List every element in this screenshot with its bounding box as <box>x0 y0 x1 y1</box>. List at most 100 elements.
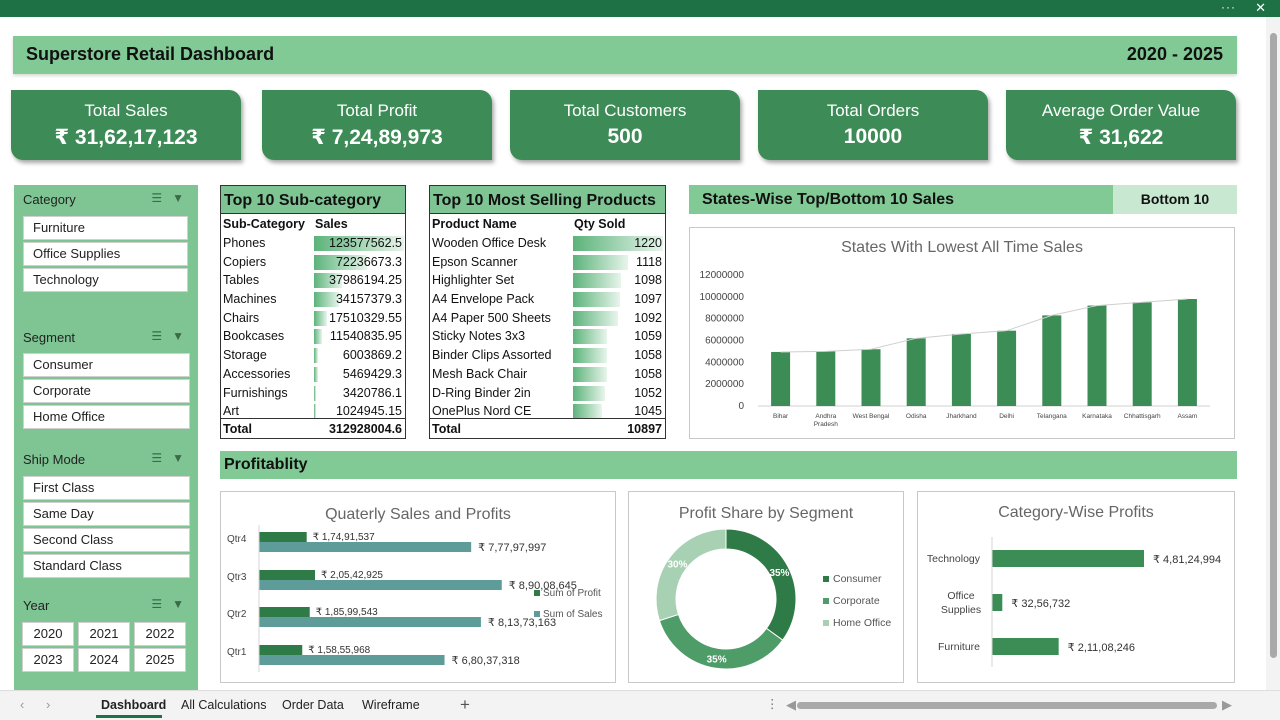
slicer-item-first-class[interactable]: First Class <box>23 476 190 500</box>
slicer-item-year-2024[interactable]: 2024 <box>78 648 130 672</box>
row-value: 1220 <box>634 236 662 250</box>
table-row: Bookcases 11540835.95 <box>221 327 405 346</box>
tab-all-calculations[interactable]: All Calculations <box>181 698 267 712</box>
column-header: Product Name <box>432 217 517 231</box>
multi-select-icon[interactable]: ☰ <box>151 191 163 205</box>
table-row: Chairs 17510329.55 <box>221 309 405 328</box>
slicer-item-consumer[interactable]: Consumer <box>23 353 190 377</box>
slicer-item-standard-class[interactable]: Standard Class <box>23 554 190 578</box>
slicer-item-home-office[interactable]: Home Office <box>23 405 190 429</box>
scroll-left-icon[interactable]: ◀ <box>786 697 796 712</box>
data-label: ₹ 8,90,08,645 <box>509 580 577 592</box>
table-row: Furnishings 3420786.1 <box>221 384 405 403</box>
states-sales-chart: States With Lowest All Time Sales 120000… <box>689 227 1235 439</box>
tab-dashboard[interactable]: Dashboard <box>101 698 167 712</box>
x-tick-label: Pradesh <box>814 421 839 428</box>
category-profits-plot: Technology ₹ 4,81,24,994 Office Supplies ₹ 3… <box>927 537 1221 667</box>
total-value: 10897 <box>627 422 662 436</box>
row-label: Bookcases <box>223 329 285 344</box>
slicer-item-corporate[interactable]: Corporate <box>23 379 190 403</box>
clear-filter-icon[interactable]: ▼ <box>172 451 184 465</box>
slicer-item-technology[interactable]: Technology <box>23 268 188 292</box>
row-value: 123577562.5 <box>329 236 402 250</box>
slicer-title-category: Category <box>23 192 76 207</box>
tab-order-data[interactable]: Order Data <box>282 698 344 712</box>
profit-bar <box>259 570 316 580</box>
table-row: A4 Envelope Pack 1097 <box>430 290 665 309</box>
data-label: ₹ 32,56,732 <box>1011 598 1070 610</box>
table-total-row: Total 10897 <box>430 418 665 438</box>
table-row: Highlighter Set 1098 <box>430 271 665 290</box>
row-value: 34157379.3 <box>335 292 402 307</box>
data-label: ₹ 8,13,73,163 <box>488 617 556 629</box>
data-bar <box>573 236 663 251</box>
scroll-right-icon[interactable]: ▶ <box>1222 697 1232 712</box>
multi-select-icon[interactable]: ☰ <box>151 329 163 343</box>
clear-filter-icon[interactable]: ▼ <box>172 597 184 611</box>
horizontal-scroll-thumb[interactable] <box>797 702 1217 709</box>
x-tick-label: West Bengal <box>853 413 890 420</box>
multi-select-icon[interactable]: ☰ <box>151 451 163 465</box>
slicer-item-year-2025[interactable]: 2025 <box>134 648 186 672</box>
slicer-item-second-class[interactable]: Second Class <box>23 528 190 552</box>
x-tick-label: Telangana <box>1037 413 1067 420</box>
vertical-scroll-thumb[interactable] <box>1270 33 1277 658</box>
data-bar <box>314 348 319 364</box>
total-value: 312928004.6 <box>329 422 402 436</box>
y-tick-label: Qtr2 <box>227 609 247 620</box>
x-tick-label: Karnataka <box>1082 413 1112 420</box>
clear-filter-icon[interactable]: ▼ <box>172 329 184 343</box>
tab-wireframe[interactable]: Wireframe <box>362 698 420 712</box>
slicer-item-year-2020[interactable]: 2020 <box>22 622 74 646</box>
row-value: 3420786.1 <box>342 385 402 400</box>
slicer-item-furniture[interactable]: Furniture <box>23 216 188 240</box>
chart-title: Quaterly Sales and Profits <box>325 506 511 523</box>
top-bottom-toggle-button[interactable]: Bottom 10 <box>1113 185 1237 214</box>
close-icon[interactable]: ✕ <box>1255 0 1266 15</box>
table-row: Storage 6003869.2 <box>221 346 405 365</box>
segment-donut-plot: 35% 35% 30% Consumer Corporate Home Office <box>655 528 891 670</box>
tab-bar-options-icon[interactable]: ⋮ <box>766 697 779 711</box>
slicer-item-year-2021[interactable]: 2021 <box>78 622 130 646</box>
previous-sheet-icon[interactable]: ‹ <box>20 697 25 712</box>
slicer-item-year-2023[interactable]: 2023 <box>22 648 74 672</box>
row-value: 72236673.3 <box>335 254 402 269</box>
y-tick-label: 6000000 <box>705 336 744 347</box>
y-tick-label: Office <box>947 590 974 602</box>
row-value: 5469429.3 <box>342 366 402 381</box>
donut-slice <box>725 528 797 641</box>
data-bar <box>314 254 367 270</box>
multi-select-icon[interactable]: ☰ <box>151 597 163 611</box>
data-bar <box>314 292 339 308</box>
kpi-value: ₹ 31,622 <box>1078 126 1164 149</box>
data-bar <box>573 366 607 382</box>
slicer-item-year-2022[interactable]: 2022 <box>134 622 186 646</box>
y-tick-label: 8000000 <box>705 314 744 325</box>
slicer-item-office-supplies[interactable]: Office Supplies <box>23 242 188 266</box>
data-bar <box>573 292 621 308</box>
more-options-icon[interactable]: ··· <box>1221 0 1236 14</box>
row-value: 17510329.55 <box>329 310 402 325</box>
next-sheet-icon[interactable]: › <box>46 697 51 712</box>
sales-bar <box>259 655 445 665</box>
row-label: Copiers <box>223 254 267 269</box>
kpi-total-customers: Total Customers 500 <box>510 90 740 160</box>
row-value: 1059 <box>634 329 662 344</box>
add-sheet-icon[interactable]: + <box>460 695 470 714</box>
kpi-total-sales: Total Sales ₹ 31,62,17,123 <box>11 90 241 160</box>
sales-bar <box>259 580 502 590</box>
bar <box>951 333 971 406</box>
table-row: Machines 34157379.3 <box>221 290 405 309</box>
x-tick-label: Andhra <box>815 413 836 420</box>
clear-filter-icon[interactable]: ▼ <box>172 191 184 205</box>
dashboard-year-range: 2020 - 2025 <box>1126 44 1223 64</box>
states-sales-plot: 12000000 10000000 8000000 6000000 4000000 200… <box>700 270 1210 428</box>
slice-label: 35% <box>707 654 727 665</box>
slicer-item-same-day[interactable]: Same Day <box>23 502 190 526</box>
profit-bar <box>259 532 307 542</box>
data-bar <box>314 366 318 382</box>
y-tick-label: Qtr4 <box>227 534 247 545</box>
x-tick-label: Jharkhand <box>946 413 977 420</box>
table-row: Wooden Office Desk 1220 <box>430 234 665 253</box>
vertical-scrollbar[interactable] <box>1266 17 1280 690</box>
